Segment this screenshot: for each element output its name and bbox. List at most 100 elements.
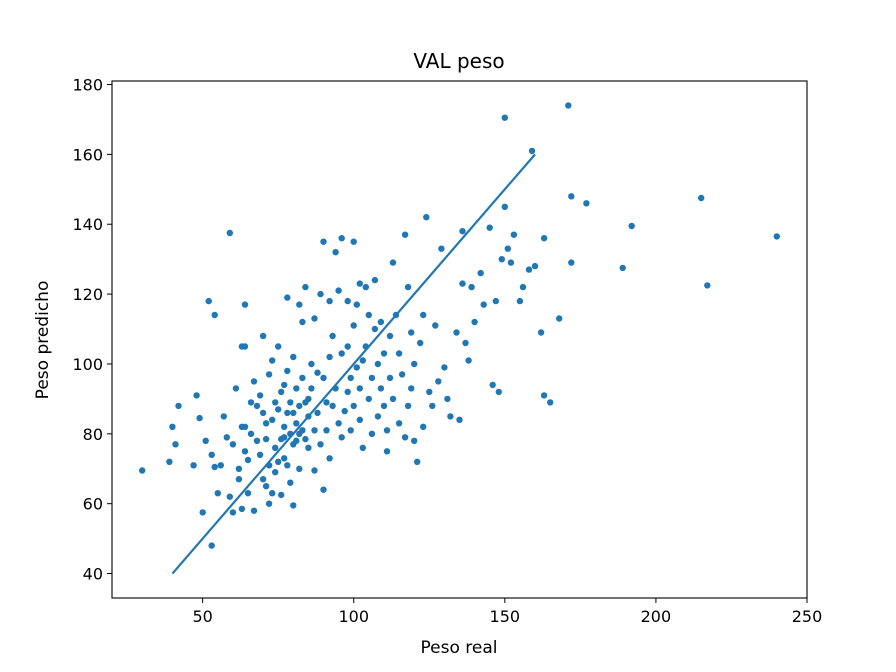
- data-point: [347, 374, 354, 382]
- data-point: [344, 297, 351, 305]
- reference-line: [171, 153, 536, 575]
- data-point: [516, 297, 524, 305]
- data-point: [704, 282, 711, 289]
- data-point: [244, 456, 252, 464]
- data-point: [519, 283, 527, 291]
- data-point: [531, 262, 539, 270]
- data-point: [344, 343, 351, 350]
- data-point: [302, 435, 309, 443]
- data-point: [432, 322, 439, 329]
- data-point: [166, 458, 173, 465]
- data-point: [495, 388, 502, 396]
- data-point: [275, 406, 282, 413]
- data-point: [556, 315, 563, 322]
- data-point: [272, 399, 279, 406]
- data-point: [374, 413, 382, 420]
- data-point: [241, 423, 249, 430]
- data-point: [290, 502, 297, 509]
- data-point: [362, 283, 369, 291]
- y-tick-label: 80: [83, 425, 103, 444]
- data-point: [377, 385, 385, 392]
- y-tick-label: 180: [72, 75, 103, 94]
- data-point: [335, 287, 342, 294]
- data-point: [537, 329, 545, 336]
- data-point: [344, 388, 351, 396]
- data-point: [247, 399, 255, 406]
- data-point: [290, 409, 297, 417]
- data-point: [211, 311, 218, 319]
- data-point: [359, 444, 366, 451]
- data-point: [226, 229, 233, 237]
- data-point: [568, 259, 575, 266]
- x-tick-label: 100: [338, 607, 369, 626]
- data-point: [314, 409, 321, 417]
- data-point: [528, 147, 536, 155]
- data-point: [380, 402, 388, 410]
- x-tick-label: 150: [490, 607, 521, 626]
- data-point: [329, 332, 336, 340]
- data-point: [386, 332, 394, 340]
- data-point: [193, 392, 200, 399]
- data-point: [296, 402, 303, 410]
- data-point: [568, 193, 575, 200]
- data-point: [256, 392, 264, 399]
- data-point: [429, 402, 436, 410]
- data-point: [465, 357, 472, 364]
- data-point: [417, 339, 424, 347]
- data-point: [459, 280, 466, 287]
- y-tick-label: 60: [83, 495, 103, 514]
- data-point: [226, 493, 233, 500]
- data-point: [773, 233, 780, 240]
- data-point: [335, 420, 342, 427]
- data-point: [290, 353, 297, 361]
- data-point: [471, 318, 478, 326]
- data-point: [202, 437, 209, 444]
- data-point: [269, 490, 276, 497]
- data-point: [408, 329, 415, 336]
- data-point: [256, 451, 264, 458]
- data-point: [275, 458, 282, 465]
- data-point: [414, 458, 421, 465]
- data-point: [565, 102, 572, 109]
- data-point: [175, 402, 182, 410]
- data-point: [468, 283, 475, 291]
- data-point: [296, 465, 303, 472]
- data-point: [244, 490, 252, 497]
- data-point: [293, 437, 300, 444]
- data-point: [386, 374, 394, 382]
- data-point: [196, 414, 203, 422]
- data-point: [278, 491, 285, 499]
- data-point: [401, 434, 409, 441]
- data-point: [217, 462, 224, 469]
- y-tick-label: 120: [72, 285, 103, 304]
- data-point: [441, 364, 448, 371]
- data-point: [698, 194, 705, 202]
- data-point: [259, 476, 267, 483]
- data-point: [411, 360, 418, 368]
- data-point: [368, 374, 376, 382]
- y-ticks: 40 60 80 100 120 140 160 180: [72, 75, 112, 584]
- data-point: [356, 385, 363, 392]
- data-point: [498, 256, 505, 263]
- data-point: [305, 395, 312, 403]
- reference-line-layer: [171, 153, 536, 575]
- data-point: [374, 360, 382, 368]
- data-point: [525, 266, 533, 273]
- data-point: [293, 420, 300, 427]
- data-point: [247, 430, 255, 437]
- data-point: [235, 476, 243, 483]
- data-point: [420, 423, 427, 430]
- data-point: [262, 483, 270, 490]
- data-point: [338, 434, 345, 441]
- data-point: [284, 409, 291, 417]
- data-point: [395, 420, 403, 427]
- data-point: [241, 301, 249, 308]
- data-point: [540, 392, 548, 399]
- x-tick-label: 200: [641, 607, 672, 626]
- data-point: [238, 505, 246, 513]
- data-point: [540, 235, 548, 242]
- data-point: [287, 479, 294, 486]
- chart-title: VAL peso: [413, 49, 504, 73]
- data-point: [229, 509, 237, 516]
